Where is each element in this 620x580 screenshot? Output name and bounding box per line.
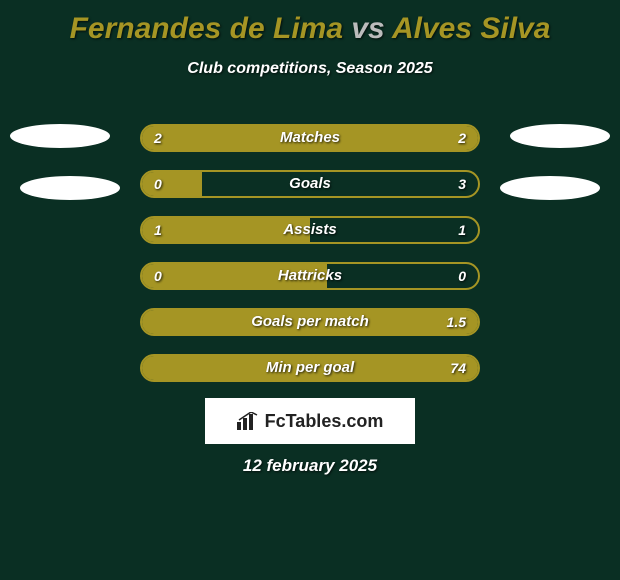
player1-name: Fernandes de Lima — [70, 12, 343, 45]
competition-subtitle: Club competitions, Season 2025 — [0, 60, 620, 78]
stat-value-right: 2 — [458, 126, 466, 150]
stat-row: Min per goal74 — [140, 354, 480, 382]
stat-value-right: 3 — [458, 172, 466, 196]
stat-label: Assists — [142, 218, 478, 242]
player1-badge-2 — [20, 176, 120, 200]
player2-name: Alves Silva — [392, 12, 550, 45]
date-label: 12 february 2025 — [0, 456, 620, 476]
source-logo: FcTables.com — [205, 398, 415, 444]
player1-badge-1 — [10, 124, 110, 148]
stat-value-right: 0 — [458, 264, 466, 288]
stat-label: Goals — [142, 172, 478, 196]
stat-row: 0Goals3 — [140, 170, 480, 198]
vs-separator: vs — [351, 12, 384, 45]
stat-value-right: 1 — [458, 218, 466, 242]
comparison-title: Fernandes de Lima vs Alves Silva — [0, 0, 620, 46]
stat-label: Matches — [142, 126, 478, 150]
stat-label: Goals per match — [142, 310, 478, 334]
stat-value-right: 74 — [450, 356, 466, 380]
bar-chart-icon — [237, 412, 259, 430]
stat-row: 1Assists1 — [140, 216, 480, 244]
logo-text: FcTables.com — [265, 411, 384, 432]
player2-badge-2 — [500, 176, 600, 200]
stat-row: Goals per match1.5 — [140, 308, 480, 336]
stat-label: Hattricks — [142, 264, 478, 288]
player2-badge-1 — [510, 124, 610, 148]
stat-row: 2Matches2 — [140, 124, 480, 152]
stat-value-right: 1.5 — [447, 310, 466, 334]
stat-row: 0Hattricks0 — [140, 262, 480, 290]
stats-container: 2Matches20Goals31Assists10Hattricks0Goal… — [140, 124, 480, 400]
stat-label: Min per goal — [142, 356, 478, 380]
